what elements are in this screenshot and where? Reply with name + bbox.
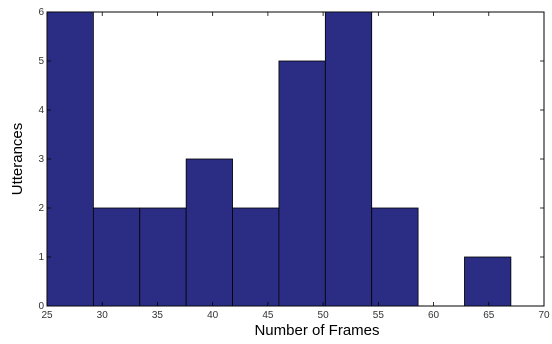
x-tick-label: 35	[152, 310, 164, 321]
histogram-bar	[46, 11, 94, 307]
x-axis-label: Number of Frames	[254, 322, 379, 339]
bars-group	[46, 11, 512, 307]
x-tick-label: 30	[97, 310, 109, 321]
x-tick-label: 70	[538, 310, 550, 321]
y-tick-label: 6	[38, 7, 44, 18]
y-tick-label: 0	[38, 301, 44, 312]
y-tick-label: 3	[38, 154, 44, 165]
histogram-bar	[371, 207, 419, 307]
histogram-bar	[92, 207, 141, 307]
histogram-bar	[185, 158, 233, 307]
histogram-bar	[278, 60, 326, 307]
y-tick-label: 2	[38, 203, 44, 214]
y-tick-label: 4	[38, 105, 44, 116]
x-tick-label: 65	[483, 310, 495, 321]
y-tick-label: 5	[38, 56, 44, 67]
histogram-bar	[232, 207, 280, 307]
x-tick-label: 25	[41, 310, 53, 321]
x-tick-label: 40	[207, 310, 219, 321]
histogram-bar	[464, 256, 512, 307]
y-tick-label: 1	[38, 252, 44, 263]
histogram-bar	[139, 207, 187, 307]
y-axis-label: Utterances	[9, 123, 26, 196]
x-tick-label: 45	[262, 310, 274, 321]
x-tick-label: 60	[428, 310, 440, 321]
y-ticks-group: 0 1 2 3 4 5 6	[38, 7, 544, 312]
x-tick-label: 50	[318, 310, 330, 321]
x-ticks-group: 25 30 35 40 45 50 55 60 65 70	[41, 12, 550, 321]
x-tick-label: 55	[373, 310, 385, 321]
histogram-bar	[324, 11, 373, 307]
